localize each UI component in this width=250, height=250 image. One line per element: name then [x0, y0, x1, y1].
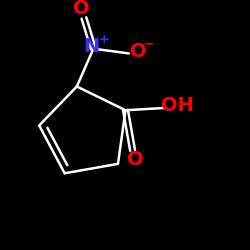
- Text: O: O: [73, 0, 90, 18]
- Text: N: N: [83, 37, 99, 56]
- Text: O: O: [130, 42, 146, 60]
- Text: −: −: [144, 38, 154, 51]
- Text: OH: OH: [161, 96, 194, 115]
- Text: +: +: [99, 33, 109, 46]
- Text: O: O: [127, 150, 143, 169]
